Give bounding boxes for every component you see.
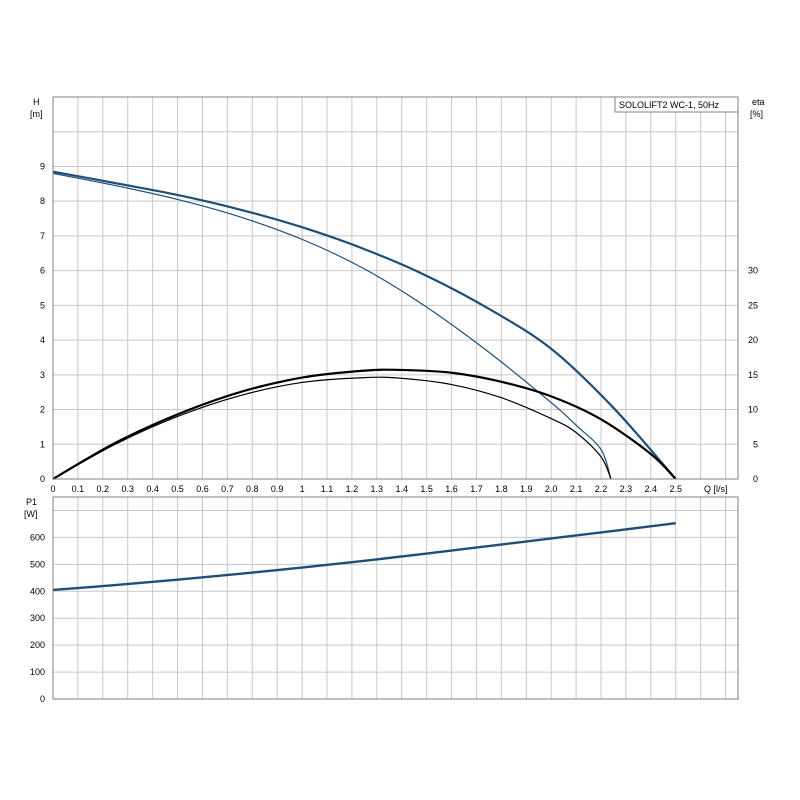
x-tick-label: 1.1 bbox=[321, 484, 334, 494]
power-axis-label: P1 bbox=[26, 497, 37, 507]
head-tick-label: 7 bbox=[40, 231, 45, 241]
x-tick-label: 1.4 bbox=[395, 484, 408, 494]
efficiency-tick-label: 20 bbox=[748, 335, 758, 345]
head-tick-label: 5 bbox=[40, 300, 45, 310]
head-tick-label: 6 bbox=[40, 266, 45, 276]
x-tick-label: 0.5 bbox=[171, 484, 184, 494]
head-tick-label: 9 bbox=[40, 161, 45, 171]
efficiency-curve-2 bbox=[52, 368, 677, 480]
head-axis-tick-labels: 0 1 2 3 4 5 6 7 8 9 bbox=[40, 161, 45, 484]
x-tick-label: 1.7 bbox=[470, 484, 483, 494]
x-tick-label: 1.9 bbox=[520, 484, 533, 494]
efficiency-axis-unit: [%] bbox=[750, 109, 763, 119]
power-axis-unit: [W] bbox=[24, 509, 38, 519]
x-tick-label: 1.8 bbox=[495, 484, 508, 494]
head-axis-label: H bbox=[33, 97, 40, 107]
head-tick-label: 2 bbox=[40, 405, 45, 415]
x-tick-label: 1 bbox=[300, 484, 305, 494]
x-axis-tick-labels: 0 0.1 0.2 0.3 0.4 0.5 0.6 0.7 0.8 0.9 1 1.1 1.2 1.3 1.… bbox=[50, 484, 681, 494]
efficiency-axis-tick-labels: 0 5 10 15 20 25 30 bbox=[748, 266, 758, 484]
bottom-chart-grid bbox=[53, 497, 738, 699]
efficiency-tick-label: 15 bbox=[748, 370, 758, 380]
x-tick-label: 2.2 bbox=[595, 484, 608, 494]
head-tick-label: 8 bbox=[40, 196, 45, 206]
top-chart-series bbox=[52, 170, 677, 480]
x-tick-label: 0.3 bbox=[121, 484, 134, 494]
efficiency-tick-label: 0 bbox=[753, 474, 758, 484]
x-tick-label: 2.1 bbox=[570, 484, 583, 494]
head-tick-label: 1 bbox=[40, 439, 45, 449]
top-chart-frame bbox=[52, 96, 739, 480]
power-curve-0 bbox=[52, 521, 676, 592]
bottom-chart-frame bbox=[52, 496, 739, 700]
power-axis-tick-labels: 0 100 200 300 400 500 600 bbox=[30, 532, 45, 704]
power-tick-label: 0 bbox=[40, 694, 45, 704]
x-tick-label: 0.9 bbox=[271, 484, 284, 494]
x-tick-label: 0.7 bbox=[221, 484, 234, 494]
bottom-chart-series bbox=[52, 521, 676, 592]
x-tick-label: 2.0 bbox=[545, 484, 558, 494]
power-tick-label: 600 bbox=[30, 532, 45, 542]
efficiency-tick-label: 5 bbox=[753, 439, 758, 449]
power-tick-label: 200 bbox=[30, 640, 45, 650]
top-chart-grid bbox=[53, 97, 738, 479]
x-tick-label: 1.2 bbox=[346, 484, 359, 494]
x-tick-label: 0.1 bbox=[72, 484, 85, 494]
x-tick-label: 0.8 bbox=[246, 484, 259, 494]
flow-axis-label: Q [l/s] bbox=[704, 484, 728, 494]
x-tick-label: 2.4 bbox=[645, 484, 658, 494]
x-tick-label: 2.5 bbox=[669, 484, 682, 494]
x-tick-label: 1.3 bbox=[371, 484, 384, 494]
efficiency-tick-label: 25 bbox=[748, 300, 758, 310]
power-tick-label: 500 bbox=[30, 559, 45, 569]
x-tick-label: 0.4 bbox=[146, 484, 159, 494]
power-tick-label: 300 bbox=[30, 613, 45, 623]
x-tick-label: 0 bbox=[50, 484, 55, 494]
x-tick-label: 0.6 bbox=[196, 484, 209, 494]
head-curve-0 bbox=[52, 170, 677, 480]
efficiency-axis-label: eta bbox=[752, 97, 765, 107]
efficiency-curve-3 bbox=[52, 376, 612, 480]
power-tick-label: 100 bbox=[30, 667, 45, 677]
head-curve-1 bbox=[52, 172, 612, 480]
x-tick-label: 1.5 bbox=[420, 484, 433, 494]
efficiency-tick-label: 10 bbox=[748, 405, 758, 415]
legend-title: SOLOLIFT2 WC-1, 50Hz bbox=[619, 100, 720, 110]
efficiency-tick-label: 30 bbox=[748, 266, 758, 276]
x-tick-label: 2.3 bbox=[620, 484, 633, 494]
head-axis-unit: [m] bbox=[30, 109, 43, 119]
legend-box bbox=[614, 96, 739, 113]
x-tick-label: 1.6 bbox=[445, 484, 458, 494]
head-tick-label: 0 bbox=[40, 474, 45, 484]
power-tick-label: 400 bbox=[30, 586, 45, 596]
head-tick-label: 3 bbox=[40, 370, 45, 380]
x-tick-label: 0.2 bbox=[97, 484, 110, 494]
head-tick-label: 4 bbox=[40, 335, 45, 345]
